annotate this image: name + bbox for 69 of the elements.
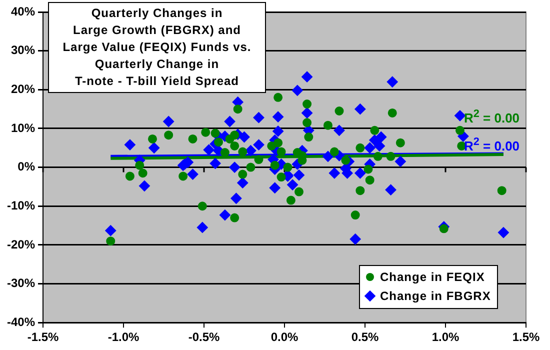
point xyxy=(323,120,332,130)
point xyxy=(233,104,242,114)
y-tick-label: 30% xyxy=(10,43,36,58)
point xyxy=(294,187,304,196)
point xyxy=(302,118,312,128)
point xyxy=(178,172,188,181)
point xyxy=(373,152,382,161)
point xyxy=(214,138,223,147)
point xyxy=(238,147,248,156)
y-tick-label: -20% xyxy=(7,237,36,252)
point xyxy=(388,108,397,118)
point xyxy=(396,138,405,148)
point xyxy=(201,128,210,137)
point xyxy=(370,126,380,135)
point xyxy=(125,172,134,181)
point xyxy=(148,134,157,144)
point xyxy=(455,126,464,135)
x-tick-label: -1.0% xyxy=(108,330,140,344)
x-tick-label: 0.5% xyxy=(351,330,380,344)
point xyxy=(350,210,360,220)
point xyxy=(356,143,365,152)
point xyxy=(365,176,374,185)
point xyxy=(106,236,116,246)
x-tick-label: 1.0% xyxy=(432,330,460,344)
legend-label: Change in FBGRX xyxy=(380,289,491,304)
point xyxy=(270,160,280,170)
point xyxy=(198,202,207,211)
point xyxy=(230,213,240,222)
point xyxy=(210,128,220,138)
point xyxy=(230,130,240,140)
y-tick-label: -10% xyxy=(7,198,36,212)
point xyxy=(283,162,292,172)
point xyxy=(164,130,174,140)
y-tick-label: 40% xyxy=(10,4,36,18)
x-tick-label: 0.0% xyxy=(270,330,299,344)
text: Quarterly Changes in Large Growth (FBGRX) and Large Value (FEQIX) Funds vs. Quarterly Change in T-note - T-bill Yield Spread xyxy=(48,2,266,93)
point xyxy=(341,156,350,165)
point xyxy=(274,92,283,102)
point xyxy=(274,138,283,148)
point xyxy=(334,106,344,116)
point xyxy=(238,170,248,179)
point xyxy=(330,147,339,156)
point xyxy=(286,196,296,205)
point xyxy=(364,164,373,174)
legend-label: Change in FEQIX xyxy=(380,270,485,284)
point xyxy=(276,172,286,182)
point xyxy=(276,147,286,156)
point xyxy=(230,141,240,150)
x-tick-label: -1.5% xyxy=(27,330,60,344)
point xyxy=(497,186,506,196)
y-tick-label: -30% xyxy=(7,276,36,290)
point xyxy=(386,152,396,161)
point xyxy=(302,100,312,109)
y-tick-label: 0% xyxy=(18,160,36,174)
y-tick-label: 10% xyxy=(10,120,36,135)
annotation: R$^{2}$ = 0.00 xyxy=(464,136,520,154)
y-tick-label: 20% xyxy=(10,82,36,96)
point xyxy=(246,162,256,172)
x-tick-label: 1.5% xyxy=(512,330,540,344)
point xyxy=(356,186,365,196)
point xyxy=(135,160,144,170)
y-tick-label: -40% xyxy=(7,314,36,329)
point xyxy=(188,134,198,144)
point xyxy=(138,168,148,178)
point xyxy=(254,155,264,164)
point xyxy=(304,132,314,142)
x-tick-label: -0.5% xyxy=(188,330,220,344)
point xyxy=(439,224,448,234)
annotation: R$^{2}$ = 0.00 xyxy=(464,108,520,126)
